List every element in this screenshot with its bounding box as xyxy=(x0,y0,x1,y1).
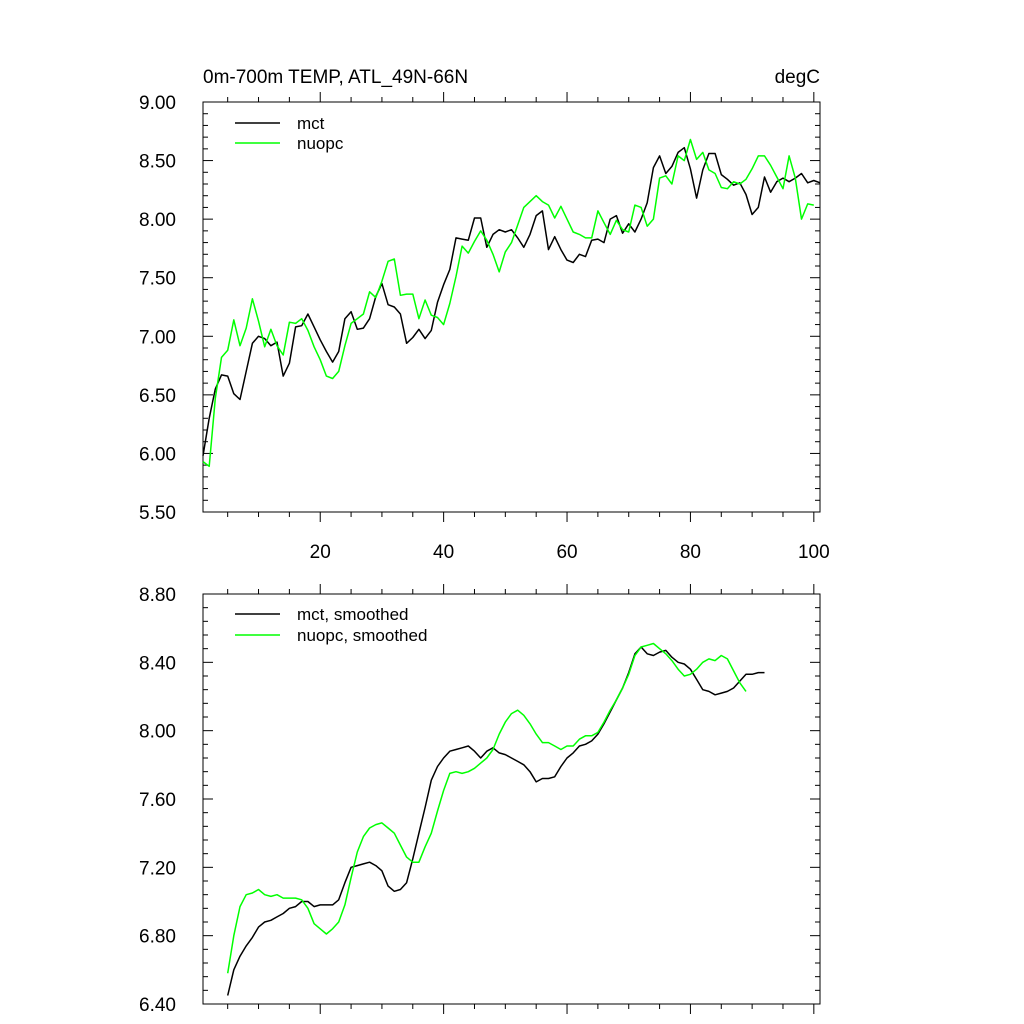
axis-ticks-top: 5.50 6.00 6.50 7.00 7.50 8.00 8.50 9.00 20 40 60 80… xyxy=(139,92,830,563)
y-tick-label: 8.50 xyxy=(139,152,176,173)
legend-top: mct nuopc xyxy=(235,114,344,153)
y-tick-label: 6.40 xyxy=(139,995,176,1016)
series-group-bottom xyxy=(226,642,765,996)
y-tick-label: 8.40 xyxy=(139,653,176,674)
y-tick-label: 6.00 xyxy=(139,444,176,465)
x-tick-label: 100 xyxy=(798,542,830,563)
title-right: degC xyxy=(775,67,820,88)
series-group-top xyxy=(202,138,821,468)
y-tick-label: 9.00 xyxy=(139,93,176,114)
legend-bottom: mct, smoothed nuopc, smoothed xyxy=(235,605,427,645)
y-tick-label: 8.00 xyxy=(139,722,176,743)
x-tick-label: 20 xyxy=(310,542,331,563)
y-tick-label: 8.80 xyxy=(139,585,176,606)
y-tick-label: 8.00 xyxy=(139,210,176,231)
x-tick-label: 60 xyxy=(556,542,577,563)
y-tick-label: 6.50 xyxy=(139,386,176,407)
y-tick-label: 7.60 xyxy=(139,790,176,811)
y-tick-label: 7.20 xyxy=(139,858,176,879)
series-line-nuopc xyxy=(202,138,814,468)
panel-bottom: 6.40 6.80 7.20 7.60 8.00 8.40 8.80 mct, smooth… xyxy=(139,584,821,1016)
y-tick-label: 5.50 xyxy=(139,503,176,524)
x-tick-label: 80 xyxy=(680,542,701,563)
series-line-nuopc-smoothed xyxy=(226,642,747,974)
legend-label-mct-smoothed: mct, smoothed xyxy=(297,605,409,624)
legend-label-nuopc-smoothed: nuopc, smoothed xyxy=(297,626,427,645)
title-left: 0m-700m TEMP, ATL_49N-66N xyxy=(203,67,468,88)
y-tick-label: 6.80 xyxy=(139,927,176,948)
y-tick-label: 7.50 xyxy=(139,269,176,290)
y-tick-label: 7.00 xyxy=(139,327,176,348)
axis-ticks-bottom: 6.40 6.80 7.20 7.60 8.00 8.40 8.80 xyxy=(139,584,820,1016)
panel-top: 0m-700m TEMP, ATL_49N-66N degC 5.50 6.00 6… xyxy=(139,67,830,563)
legend-label-nuopc: nuopc xyxy=(297,134,344,153)
plot-frame-bottom xyxy=(202,593,821,1005)
legend-label-mct: mct xyxy=(297,114,325,133)
plot-frame-top xyxy=(202,101,821,513)
series-line-mct-smoothed xyxy=(226,646,765,996)
x-tick-label: 40 xyxy=(433,542,454,563)
series-line-mct xyxy=(202,146,821,456)
